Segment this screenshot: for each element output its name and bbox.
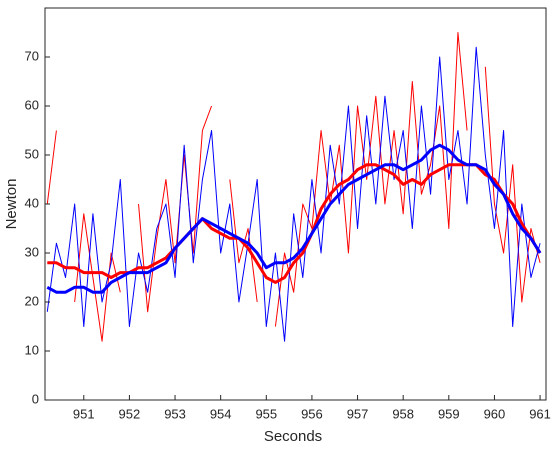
y-tick-label: 10 (25, 342, 39, 357)
x-tick-label: 957 (347, 406, 369, 421)
y-tick-label: 0 (32, 391, 39, 406)
series-line (46, 46, 541, 342)
series-line (46, 32, 541, 342)
y-tick-label: 70 (25, 48, 39, 63)
x-tick-label: 959 (438, 406, 460, 421)
x-axis-label: Seconds (264, 428, 322, 445)
x-tick-label: 955 (255, 406, 277, 421)
x-tick-label: 953 (164, 406, 186, 421)
plot-frame (44, 7, 547, 401)
x-tick-label: 952 (119, 406, 141, 421)
series-line (46, 143, 542, 294)
y-tick-label: 20 (25, 293, 39, 308)
x-tick-label: 961 (529, 406, 551, 421)
x-tick-label: 958 (392, 406, 414, 421)
x-tick-label: 951 (73, 406, 95, 421)
y-axis-label: Newton (3, 179, 20, 230)
series-line (47, 163, 542, 284)
x-tick-label: 954 (210, 406, 232, 421)
x-tick-label: 956 (301, 406, 323, 421)
y-tick-label: 40 (25, 195, 39, 210)
y-tick-label: 60 (25, 97, 39, 112)
y-tick-label: 30 (25, 244, 39, 259)
x-tick-label: 960 (484, 406, 506, 421)
y-tick-label: 50 (25, 146, 39, 161)
